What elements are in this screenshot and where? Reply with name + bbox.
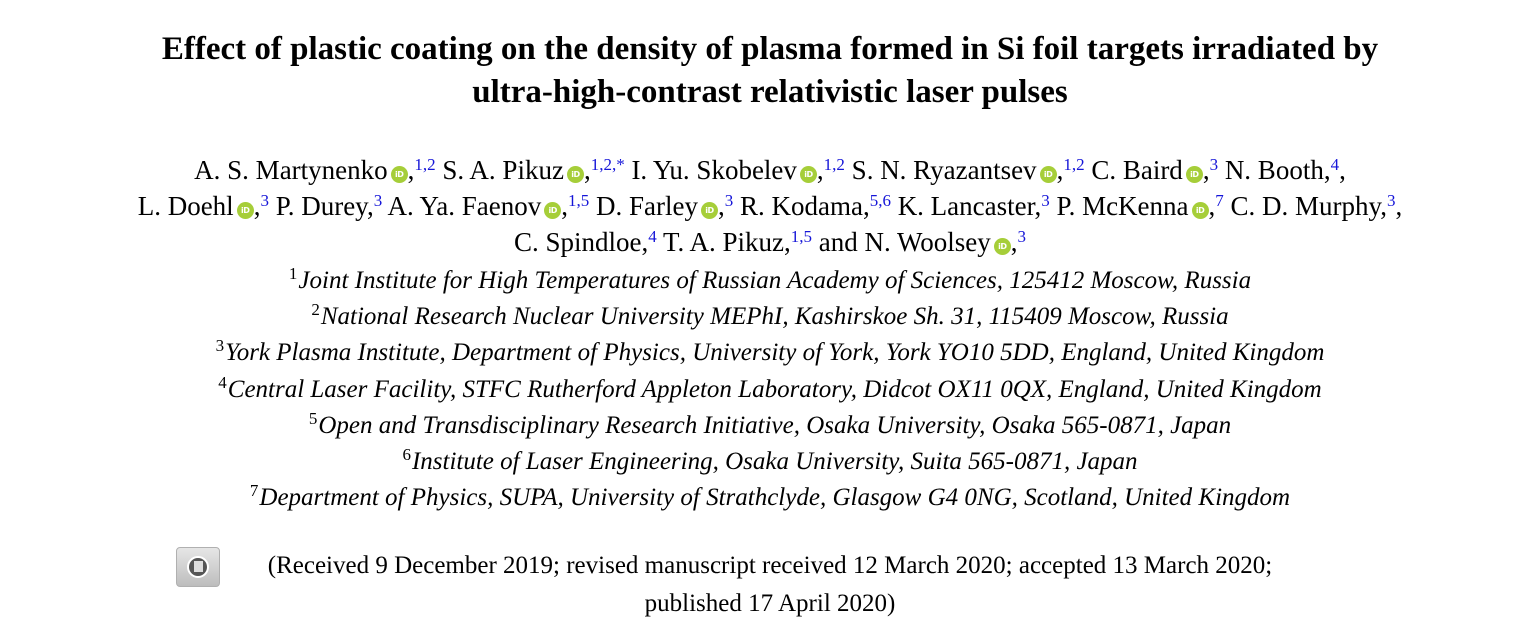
affiliation-text: Central Laser Facility, STFC Rutherford … (227, 375, 1322, 403)
author-name: T. A. Pikuz (662, 227, 784, 257)
author: S. N. Ryazantsev iD ,1,2 (851, 155, 1085, 185)
orcid-icon[interactable]: iD (544, 202, 562, 219)
author: R. Kodama,5,6 (739, 191, 891, 221)
affiliation-ref[interactable]: 1,2 (823, 155, 845, 174)
orcid-icon[interactable]: iD (390, 166, 408, 183)
affiliation-ref[interactable]: 7 (1215, 191, 1224, 210)
title-line: Effect of plastic coating on the density… (161, 31, 1379, 67)
affiliation-text: Open and Transdisciplinary Research Init… (318, 411, 1232, 439)
affiliation: 3York Plasma Institute, Department of Ph… (0, 335, 1540, 371)
author: P. McKenna iD ,7 (1056, 191, 1224, 221)
author: P. Durey,3 (275, 191, 383, 221)
author: K. Lancaster,3 (897, 191, 1050, 221)
affiliation-ref[interactable]: 3 (1017, 227, 1027, 246)
affiliation-ref[interactable]: 4 (648, 227, 657, 246)
orcid-icon[interactable]: iD (566, 166, 584, 183)
author-name: K. Lancaster (897, 191, 1035, 221)
author: L. Doehl iD ,3 (137, 191, 269, 221)
author: I. Yu. Skobelev iD ,1,2 (631, 155, 845, 185)
affiliation-number: 7 (249, 481, 259, 501)
author: C. Baird iD ,3 (1091, 155, 1219, 185)
author-line: C. Spindloe,4 T. A. Pikuz,1,5 and N. Woo… (0, 224, 1540, 260)
affiliation-number: 6 (402, 445, 411, 465)
author-name: I. Yu. Skobelev (631, 155, 797, 185)
affiliation-number: 4 (218, 372, 227, 392)
affiliation-text: Joint Institute for High Temperatures of… (298, 267, 1252, 294)
affiliation-number: 3 (215, 336, 225, 356)
author-name: A. Ya. Faenov (387, 191, 542, 221)
affiliation-number: 2 (311, 300, 320, 320)
affiliation: 7Department of Physics, SUPA, University… (0, 480, 1540, 516)
affiliation-number: 5 (308, 408, 318, 428)
author-name: and N. Woolsey (818, 227, 991, 257)
dates-line: published 17 April 2020) (644, 590, 896, 617)
affiliation-text: York Plasma Institute, Department of Phy… (225, 339, 1325, 367)
affiliation-ref[interactable]: 3 (724, 191, 734, 210)
affiliation-ref[interactable]: 4 (1330, 155, 1340, 174)
author: C. Spindloe,4 (513, 227, 657, 257)
affiliation-list: 1Joint Institute for High Temperatures o… (0, 263, 1540, 516)
orcid-icon[interactable]: iD (700, 202, 718, 219)
author-line: A. S. Martynenko iD ,1,2 S. A. Pikuz iD ,1,2… (0, 152, 1540, 188)
affiliation-ref[interactable]: 1,5 (567, 191, 590, 210)
orcid-icon[interactable]: iD (993, 238, 1011, 255)
affiliation-ref[interactable]: 3 (1209, 155, 1219, 174)
affiliation-ref[interactable]: 3 (1041, 191, 1050, 210)
crossmark-flag (194, 561, 203, 572)
affiliation-ref[interactable]: 5,6 (869, 191, 891, 210)
orcid-icon[interactable]: iD (1185, 166, 1203, 183)
author: D. Farley iD ,3 (595, 191, 734, 221)
author: and N. Woolsey iD ,3 (818, 227, 1027, 257)
author: N. Booth,4, (1224, 155, 1346, 185)
author-name: C. Spindloe (513, 227, 642, 257)
author-name: C. Baird (1091, 155, 1183, 185)
affiliation-text: Department of Physics, SUPA, University … (259, 484, 1291, 512)
title-line: ultra-high-contrast relativistic laser p… (472, 74, 1068, 110)
affiliation: 1Joint Institute for High Temperatures o… (0, 263, 1540, 299)
author-name: S. A. Pikuz (442, 155, 564, 185)
affiliation-ref[interactable]: 3 (260, 191, 269, 210)
author-line: L. Doehl iD ,3 P. Durey,3 A. Ya. Faenov iD,… (0, 188, 1540, 224)
dates-line: (Received 9 December 2019; revised manus… (267, 552, 1273, 579)
author-name: N. Booth (1224, 155, 1324, 185)
orcid-icon[interactable]: iD (236, 202, 254, 219)
author: T. A. Pikuz,1,5 (662, 227, 812, 257)
author: A. Ya. Faenov iD ,1,5 (387, 191, 590, 221)
affiliation-ref[interactable]: 1,5 (790, 227, 812, 246)
affiliation: 4Central Laser Facility, STFC Rutherford… (0, 372, 1540, 408)
affiliation: 6Institute of Laser Engineering, Osaka U… (0, 444, 1540, 480)
affiliation: 5Open and Transdisciplinary Research Ini… (0, 408, 1540, 444)
orcid-icon[interactable]: iD (1039, 166, 1057, 183)
affiliation-ref[interactable]: 3 (373, 191, 383, 210)
crossmark-icon[interactable] (176, 547, 220, 587)
publication-dates: (Received 9 December 2019; revised manus… (0, 547, 1540, 623)
affiliation-text: National Research Nuclear University MEP… (320, 303, 1229, 331)
author-name: S. N. Ryazantsev (851, 155, 1037, 185)
author: C. D. Murphy,3, (1230, 191, 1403, 221)
affiliation-number: 1 (288, 264, 298, 283)
author-name: A. S. Martynenko (194, 155, 388, 185)
orcid-icon[interactable]: iD (799, 166, 817, 183)
affiliation-ref[interactable]: 3 (1387, 191, 1396, 210)
author-name: R. Kodama (739, 191, 863, 221)
author-name: L. Doehl (137, 191, 234, 221)
affiliation-ref[interactable]: 1,2 (1063, 155, 1085, 174)
affiliation: 2National Research Nuclear University ME… (0, 299, 1540, 335)
author: A. S. Martynenko iD ,1,2 (194, 155, 436, 185)
paper-title: Effect of plastic coating on the density… (0, 28, 1540, 114)
affiliation-ref[interactable]: 1,2 (414, 155, 436, 174)
author-list: A. S. Martynenko iD ,1,2 S. A. Pikuz iD ,1,2… (0, 152, 1540, 260)
author-name: P. McKenna (1056, 191, 1189, 221)
author-name: P. Durey (275, 191, 367, 221)
orcid-icon[interactable]: iD (1191, 202, 1209, 219)
author-name: D. Farley (595, 191, 698, 221)
author-name: C. D. Murphy (1230, 191, 1381, 221)
author: S. A. Pikuz iD ,1,2,* (442, 155, 625, 185)
affiliation-text: Institute of Laser Engineering, Osaka Un… (411, 448, 1138, 476)
affiliation-ref[interactable]: 1,2,* (590, 155, 625, 174)
